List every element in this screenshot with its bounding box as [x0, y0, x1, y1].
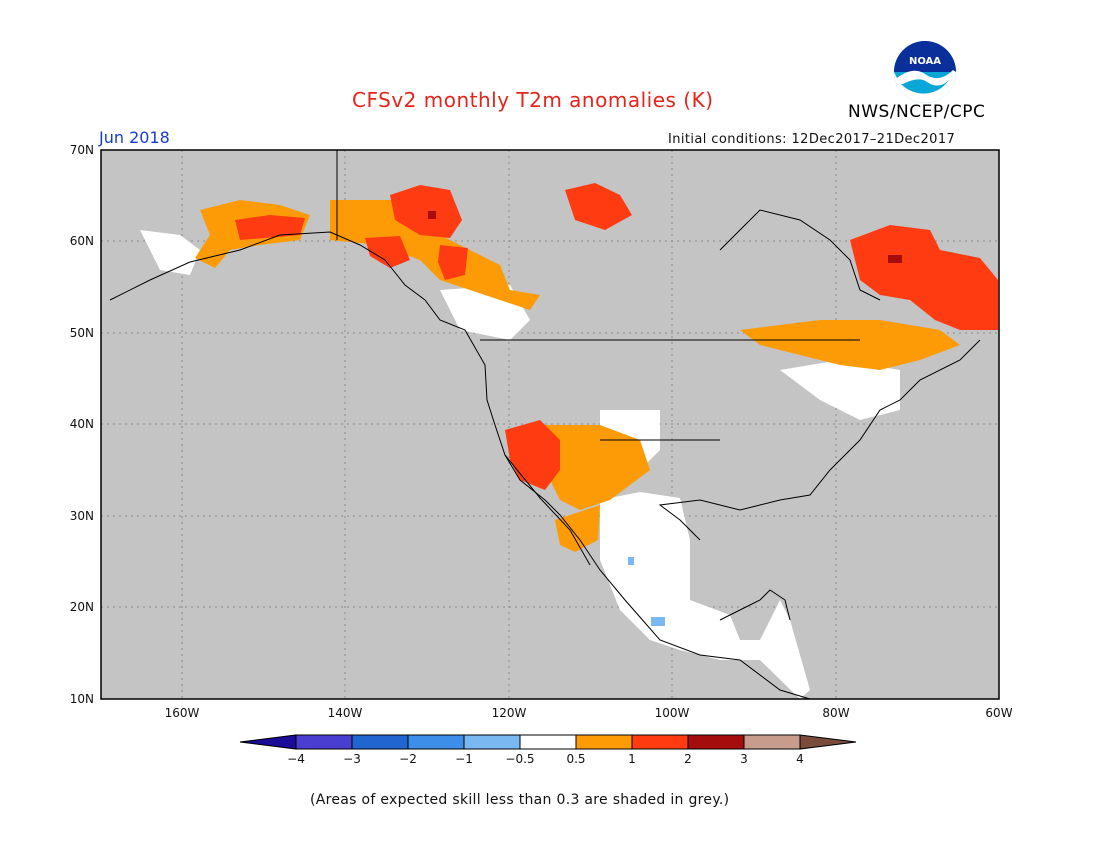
lat-label: 50N	[70, 326, 94, 340]
forecast-period: Jun 2018	[99, 128, 170, 147]
map-frame	[100, 149, 1000, 700]
lon-label: 120W	[492, 706, 527, 720]
agency-label: NWS/NCEP/CPC	[848, 102, 986, 122]
colorbar-segment	[407, 734, 465, 750]
latitude-labels: 70N 60N 50N 40N 30N 20N 10N	[70, 143, 94, 706]
positive-anomaly-red	[235, 183, 998, 490]
colorbar-segment	[687, 734, 745, 750]
lat-label: 20N	[70, 600, 94, 614]
skill-note: (Areas of expected skill less than 0.3 a…	[310, 792, 730, 808]
colorbar-label: −2	[399, 752, 417, 766]
logo-text: NOAA	[909, 56, 941, 67]
lon-label: 160W	[165, 706, 200, 720]
lat-label: 60N	[70, 234, 94, 248]
lat-label: 40N	[70, 417, 94, 431]
noaa-logo: NOAA	[894, 41, 956, 103]
colorbar-label: −3	[343, 752, 361, 766]
colorbar-segment	[351, 734, 409, 750]
colorbar-label: −0.5	[505, 752, 534, 766]
negative-anomaly-spots	[628, 557, 665, 626]
colorbar-segment	[743, 734, 801, 750]
lon-label: 60W	[985, 706, 1012, 720]
colorbar-label: 2	[684, 752, 692, 766]
initial-conditions: Initial conditions: 12Dec2017–21Dec2017	[668, 132, 956, 147]
lon-label: 140W	[328, 706, 363, 720]
lon-label: 80W	[822, 706, 849, 720]
lat-label: 10N	[70, 692, 94, 706]
colorbar-max-arrow	[799, 734, 857, 750]
colorbar-label: −1	[455, 752, 473, 766]
colorbar-label: 1	[628, 752, 636, 766]
lon-label: 100W	[655, 706, 690, 720]
strong-anomaly-spots	[428, 211, 902, 263]
coastlines	[109, 150, 981, 700]
map-title: CFSv2 monthly T2m anomalies (K)	[352, 88, 714, 112]
colorbar-segment	[519, 734, 577, 750]
colorbar-segment	[575, 734, 633, 750]
colorbar-label: −4	[287, 752, 305, 766]
colorbar: −4 −3 −2 −1 −0.5 0.5 1 2 3 4	[239, 734, 857, 766]
colorbar-min-arrow	[239, 734, 297, 750]
lat-label: 30N	[70, 509, 94, 523]
colorbar-segment	[631, 734, 689, 750]
colorbar-segment	[463, 734, 521, 750]
colorbar-label: 4	[796, 752, 804, 766]
colorbar-label: 0.5	[566, 752, 585, 766]
longitude-labels: 160W 140W 120W 100W 80W 60W	[165, 706, 1013, 720]
lat-label: 70N	[70, 143, 94, 157]
colorbar-segment	[295, 734, 353, 750]
colorbar-label: 3	[740, 752, 748, 766]
